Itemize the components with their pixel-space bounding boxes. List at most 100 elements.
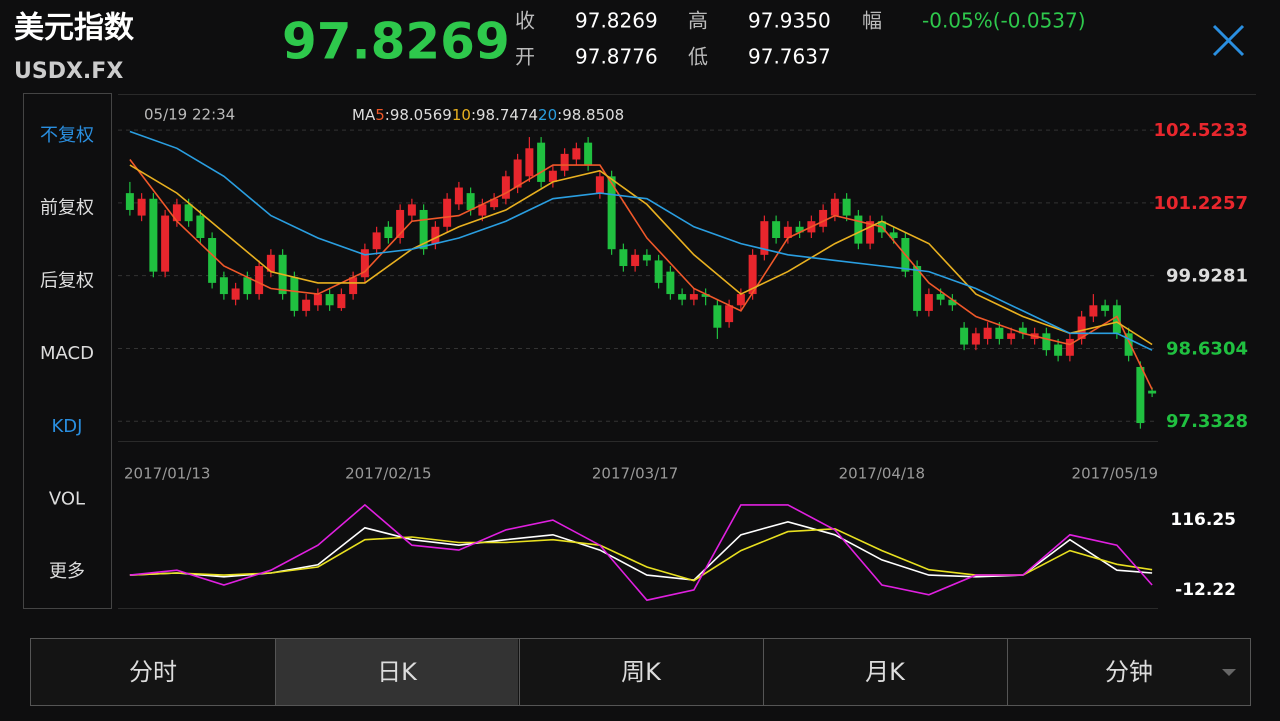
candle-body	[713, 305, 722, 328]
candle-body	[654, 260, 663, 283]
price: 97.8269	[282, 13, 510, 71]
candle-body	[924, 294, 933, 311]
tab-bar	[30, 638, 1251, 706]
candle-body	[736, 294, 745, 306]
candle-body	[560, 153, 569, 171]
candle-body	[290, 277, 299, 311]
legend-text: 5	[375, 106, 385, 124]
candle-body	[325, 294, 334, 306]
ma-line	[129, 130, 1153, 351]
candle-body	[431, 226, 440, 244]
y-tick-label: 97.3328	[1166, 411, 1248, 432]
candle-body	[478, 204, 487, 216]
candle-body	[443, 198, 452, 227]
candle-body	[1018, 327, 1027, 334]
legend-text: 98.8508	[562, 106, 624, 124]
candle-body	[161, 215, 170, 272]
candle-body	[701, 294, 710, 297]
candle-body	[948, 299, 957, 306]
candle-body	[1065, 338, 1074, 356]
y-tick-label: -12.22	[1175, 580, 1236, 600]
x-tick-label: 2017/02/15	[345, 465, 431, 483]
candle-body	[125, 193, 134, 210]
candle-body	[572, 148, 581, 160]
candle-body	[748, 254, 757, 295]
ma-line	[129, 164, 1153, 346]
candle-body	[454, 187, 463, 205]
candle-body	[466, 193, 475, 210]
candle-body	[866, 221, 875, 244]
side-menu-item[interactable]: MACD	[40, 343, 94, 364]
candle-body	[936, 294, 945, 300]
legend-text: MA	[352, 106, 376, 124]
candle-body	[419, 209, 428, 250]
candle-body	[1124, 333, 1133, 356]
candle-body	[384, 226, 393, 238]
candle-body	[1112, 305, 1121, 334]
candle-body	[1007, 333, 1016, 339]
y-tick-label: 101.2257	[1153, 193, 1248, 214]
candle-body	[349, 277, 358, 295]
candle-body	[619, 249, 628, 267]
candle-body	[795, 226, 804, 233]
candle-body	[595, 176, 604, 194]
candle-body	[313, 294, 322, 306]
candle-body	[537, 142, 546, 182]
legend-text: 98.0569	[390, 106, 452, 124]
candle-body	[995, 327, 1004, 339]
candle-body	[772, 221, 781, 238]
candle-body	[1077, 316, 1086, 339]
tab[interactable]: 日K	[377, 658, 418, 686]
side-menu-item[interactable]: VOL	[49, 489, 85, 510]
tab[interactable]: 分钟	[1105, 658, 1153, 686]
legend-text: 10	[452, 106, 471, 124]
candle-body	[184, 204, 193, 222]
side-menu-item[interactable]: KDJ	[52, 416, 83, 437]
candle-body	[760, 221, 769, 255]
candle-body	[525, 148, 534, 177]
tab-selected[interactable]	[275, 639, 518, 705]
close-button[interactable]	[1212, 24, 1245, 57]
ma-line	[129, 159, 1153, 390]
candle-body	[819, 209, 828, 227]
side-menu-item[interactable]: 后复权	[40, 270, 94, 291]
y-tick-label: 116.25	[1170, 510, 1236, 530]
quote-value: 97.7637	[748, 45, 831, 69]
side-menu-item[interactable]: 更多	[49, 561, 85, 582]
candle-body	[255, 266, 264, 295]
quote-value: 97.8269	[575, 9, 658, 33]
ma-legend: MA5:98.056910:98.747420:98.8508	[352, 106, 624, 124]
candle-body	[548, 170, 557, 182]
x-tick-label: 2017/04/18	[839, 465, 925, 483]
kdj-line	[129, 520, 1153, 581]
candle-body	[208, 237, 217, 283]
dropdown-arrow[interactable]	[1222, 669, 1236, 676]
side-menu-frame	[23, 93, 112, 609]
side-menu-item[interactable]: 前复权	[40, 198, 94, 219]
candle-body	[1136, 366, 1145, 424]
side-menu-item[interactable]: 不复权	[40, 125, 94, 146]
y-tick-label: 102.5233	[1153, 120, 1248, 141]
quote-value: 97.8776	[575, 45, 658, 69]
legend-text: :	[385, 106, 390, 124]
candle-body	[172, 204, 181, 222]
tab[interactable]: 分时	[129, 658, 177, 686]
quote-label: 高	[688, 9, 708, 33]
candle-body	[137, 198, 146, 216]
candle-body	[149, 198, 158, 272]
y-tick-label: 99.9281	[1166, 266, 1248, 287]
quote-label: 开	[515, 45, 535, 69]
x-tick-label: 2017/01/13	[124, 465, 210, 483]
tab[interactable]: 周K	[621, 658, 662, 686]
quote-label: 幅	[862, 9, 882, 33]
candle-body	[219, 277, 228, 295]
candle-body	[971, 333, 980, 345]
tab[interactable]: 月K	[865, 658, 906, 686]
change: -0.05%(-0.0537)	[922, 9, 1086, 33]
candle-body	[360, 249, 369, 278]
candle-body	[854, 215, 863, 244]
y-tick-label: 98.6304	[1166, 338, 1248, 359]
candle-body	[983, 327, 992, 339]
candle-body	[243, 277, 252, 295]
